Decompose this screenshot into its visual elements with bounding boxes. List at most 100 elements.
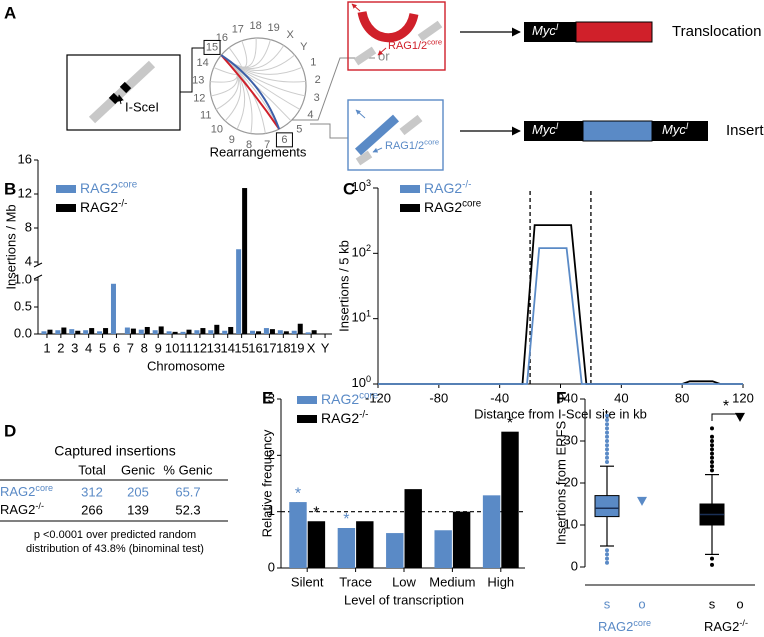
group-label: RAG2-/- [704, 618, 748, 634]
legend-label: RAG2core [424, 198, 482, 215]
bar [289, 502, 307, 568]
legend-label-sup: -/- [462, 179, 471, 190]
chromosome-bar [353, 46, 377, 66]
panel-label: F [556, 388, 566, 407]
bar [144, 326, 150, 334]
table-title: Captured insertions [54, 443, 175, 459]
y-axis-label: Insertions / Mb [3, 204, 18, 289]
gene-label: MycI [532, 121, 559, 137]
outcome-label: Insertion [726, 122, 764, 139]
gene-label-sup: I [556, 121, 559, 131]
table-cell: 139 [127, 502, 149, 517]
group-label-sup: core [633, 618, 651, 628]
outlier [605, 413, 609, 418]
panel-label: B [4, 179, 16, 198]
table-header: Genic [121, 462, 155, 477]
legend-label-main: RAG2 [80, 180, 118, 196]
x-tick-label: 13 [207, 340, 221, 355]
y-tick-label: 2 [268, 447, 275, 462]
bar [307, 521, 326, 568]
table-row-label-main: RAG2 [0, 502, 35, 517]
chromosome-label: 6 [281, 134, 287, 146]
enzyme-label-sup: core [427, 38, 442, 47]
y-tick-label: 10 [564, 516, 578, 531]
outlier [710, 426, 714, 431]
legend-label: RAG2-/- [80, 198, 127, 215]
myc-segment [524, 22, 576, 42]
bar [69, 329, 75, 334]
y-tick-label: 30 [564, 432, 578, 447]
bar [501, 431, 519, 568]
x-axis-label: Distance from I-SceI site in kb [474, 406, 647, 421]
y-tick-label-main: 10 [351, 310, 365, 325]
bar [47, 329, 53, 334]
myc-segment [652, 121, 708, 141]
x-tick-label: Trace [339, 574, 372, 589]
chromosome-label: 17 [232, 23, 244, 35]
group-label: RAG2core [598, 618, 651, 634]
bar [124, 327, 130, 334]
bar [103, 328, 109, 334]
y-tick-label: 100 [351, 374, 371, 390]
bar [404, 489, 422, 568]
connector [292, 57, 375, 121]
translocation-arrow [351, 3, 361, 12]
chromosome-label: 7 [264, 139, 270, 151]
cut-end [119, 81, 132, 94]
insertion-segment [354, 114, 400, 156]
bar [452, 511, 471, 568]
outlier [710, 455, 714, 460]
x-tick-label: s [604, 596, 611, 611]
chromosome-label: 16 [216, 32, 228, 44]
cut-label: I-SceI [125, 99, 159, 114]
y-tick-label: 0.0 [14, 325, 32, 340]
outlier [605, 447, 609, 452]
x-tick-label: -40 [490, 390, 509, 405]
chromosome-label: Y [300, 41, 308, 53]
legend-label-sup: core [359, 390, 379, 401]
bar [222, 330, 228, 334]
bar [130, 328, 136, 334]
bar [277, 330, 283, 334]
bar-annotation: * [313, 504, 319, 521]
outlier [710, 434, 714, 439]
chords [210, 38, 306, 134]
bar [482, 495, 501, 568]
gene-label-main: Myc [532, 122, 556, 137]
bar-annotation: * [343, 511, 349, 528]
legend-label-sup: core [118, 179, 138, 190]
y-tick-label: 3 [268, 390, 275, 405]
cut-arrow [116, 94, 124, 105]
outlier [710, 451, 714, 456]
outlier [710, 468, 714, 473]
bar [89, 328, 95, 334]
chord [220, 54, 306, 97]
y-tick-label-sup: 0 [366, 374, 371, 384]
x-tick-label: High [487, 574, 514, 589]
panel-label: C [343, 179, 355, 198]
x-tick-label: 1 [43, 340, 50, 355]
x-tick-label: 40 [614, 390, 628, 405]
bar [250, 330, 256, 334]
bar [208, 330, 214, 334]
chromosome-label: 9 [229, 134, 235, 146]
myc-segment [524, 121, 583, 141]
x-tick-label: 5 [99, 340, 106, 355]
chromosome-highlight [275, 132, 293, 148]
axis-break [33, 274, 43, 280]
y-tick-label: 101 [351, 309, 371, 325]
chord-insertion [220, 54, 281, 130]
bar [291, 330, 297, 334]
chromosome-label: 15 [206, 41, 218, 53]
translocated-segment [575, 21, 653, 43]
outlier [605, 556, 609, 561]
connector [310, 123, 348, 139]
panel-label: A [4, 3, 16, 22]
chromosome-label: X [286, 29, 294, 41]
legend-label: RAG2-/- [424, 179, 471, 196]
chromosome-label: 8 [246, 139, 252, 151]
bar [152, 330, 158, 334]
chromosome-label: 14 [197, 57, 209, 69]
bar [214, 324, 220, 334]
table-cell: 205 [127, 484, 149, 499]
